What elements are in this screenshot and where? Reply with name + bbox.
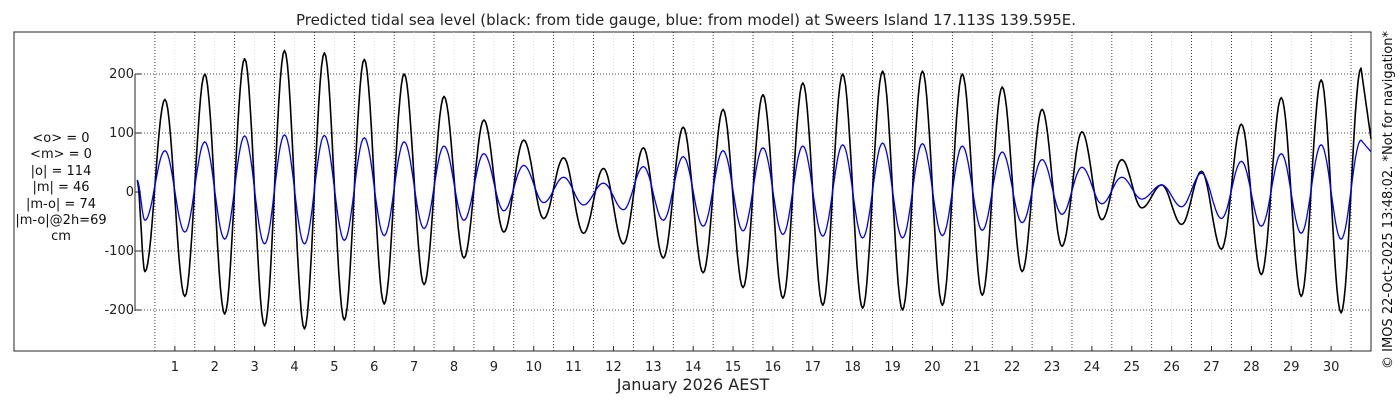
stat-obs-mean: <o> = 0 — [32, 131, 90, 146]
x-tick-label: 15 — [725, 360, 742, 375]
x-tick-label: 22 — [1004, 360, 1021, 375]
y-tick-label: -100 — [104, 244, 134, 259]
series-layer — [136, 49, 1372, 330]
x-tick-label: 21 — [964, 360, 981, 375]
credit-text: © IMOS 22-Oct-2025 13:48:02. *Not for na… — [1381, 31, 1396, 369]
x-tick-label: 5 — [330, 360, 338, 375]
x-tick-label: 8 — [450, 360, 458, 375]
x-tick-label: 19 — [884, 360, 901, 375]
x-tick-label: 11 — [565, 360, 582, 375]
y-tick-label: 100 — [109, 126, 134, 141]
y-tick-label: 200 — [109, 67, 134, 82]
x-tick-label: 10 — [525, 360, 542, 375]
stat-units: cm — [51, 229, 71, 245]
x-tick-label: 27 — [1203, 360, 1220, 375]
x-tick-label: 23 — [1044, 360, 1061, 375]
stat-model-mean: <m> = 0 — [30, 147, 92, 163]
series-line-model — [136, 134, 1372, 245]
x-tick-label: 13 — [645, 360, 662, 375]
stat-diff-abs: |m-o| = 74 — [25, 196, 96, 212]
x-tick-label: 17 — [805, 360, 822, 375]
x-tick-label: 30 — [1323, 360, 1340, 375]
x-tick-label: 2 — [211, 360, 219, 375]
x-tick-label: 20 — [924, 360, 941, 375]
x-axis-label: January 2026 AEST — [616, 375, 770, 394]
x-tick-label: 25 — [1124, 360, 1141, 375]
x-tick-label: 3 — [250, 360, 258, 375]
x-tick-label: 1 — [171, 360, 179, 375]
y-axis-ticks: -200 -100 0 100 200 — [104, 67, 141, 318]
series-line-tide-gauge — [136, 49, 1372, 330]
x-tick-label: 6 — [370, 360, 378, 375]
x-tick-label: 28 — [1243, 360, 1260, 375]
x-axis-ticks: 1 2 3 4 5 6 7 8 9 10 11 12 13 14 15 16 17 18 19 20 21 22 23 24 2… — [171, 346, 1340, 375]
x-tick-label: 7 — [410, 360, 418, 375]
x-tick-label: 24 — [1084, 360, 1101, 375]
y-tick-label: 0 — [126, 185, 134, 200]
x-tick-label: 14 — [685, 360, 702, 375]
chart-title: Predicted tidal sea level (black: from t… — [296, 11, 1076, 29]
stat-obs-abs: |o| = 114 — [30, 163, 92, 179]
y-tick-label: -200 — [104, 303, 134, 318]
x-tick-label: 4 — [290, 360, 298, 375]
x-tick-label: 26 — [1163, 360, 1180, 375]
x-tick-label: 18 — [844, 360, 861, 375]
statistics-panel: <o> = 0 <m> = 0 |o| = 114 |m| = 46 |m-o|… — [0, 131, 122, 246]
x-tick-label: 12 — [605, 360, 622, 375]
x-tick-label: 9 — [490, 360, 498, 375]
stat-diff-abs-2h: |m-o|@2h=69 — [15, 213, 107, 229]
x-tick-label: 29 — [1283, 360, 1300, 375]
stat-model-abs: |m| = 46 — [32, 180, 90, 196]
x-tick-label: 16 — [765, 360, 782, 375]
